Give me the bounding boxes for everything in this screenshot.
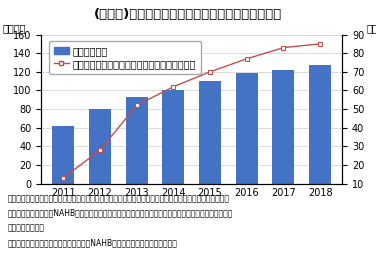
Bar <box>273 70 294 184</box>
Text: （資料）センサス局、全米建設業協会（NAHB）よりニッセイ基礎研究所作成: （資料）センサス局、全米建設業協会（NAHB）よりニッセイ基礎研究所作成 <box>8 238 177 247</box>
Text: （％）: （％） <box>367 23 376 33</box>
Bar <box>89 109 111 184</box>
Bar <box>162 90 184 184</box>
Text: 全米建設業協会（NAHB）による戸建て業者が抱える深刻な問題として「人手不足・労働コスト」と: 全米建設業協会（NAHB）による戸建て業者が抱える深刻な問題として「人手不足・労… <box>8 209 233 218</box>
Bar <box>52 126 74 184</box>
Text: （万件）: （万件） <box>2 23 26 33</box>
Text: (図表２)住宅着工件数および「人手不足」回答割合: (図表２)住宅着工件数および「人手不足」回答割合 <box>94 8 282 21</box>
Bar <box>199 81 221 184</box>
Bar <box>236 73 258 184</box>
Bar <box>309 65 331 184</box>
Bar <box>126 97 148 184</box>
Text: （注）住宅着工件数は年平均、１８年は７月までの平均。年率。「人手不足・労働コスト」の回答割合は、: （注）住宅着工件数は年平均、１８年は７月までの平均。年率。「人手不足・労働コスト… <box>8 194 229 203</box>
Text: 回答した割合: 回答した割合 <box>8 223 44 232</box>
Legend: 住宅着工件数, 「人手不足・労働コスト」の回答割合（右軸）: 住宅着工件数, 「人手不足・労働コスト」の回答割合（右軸） <box>49 41 201 74</box>
